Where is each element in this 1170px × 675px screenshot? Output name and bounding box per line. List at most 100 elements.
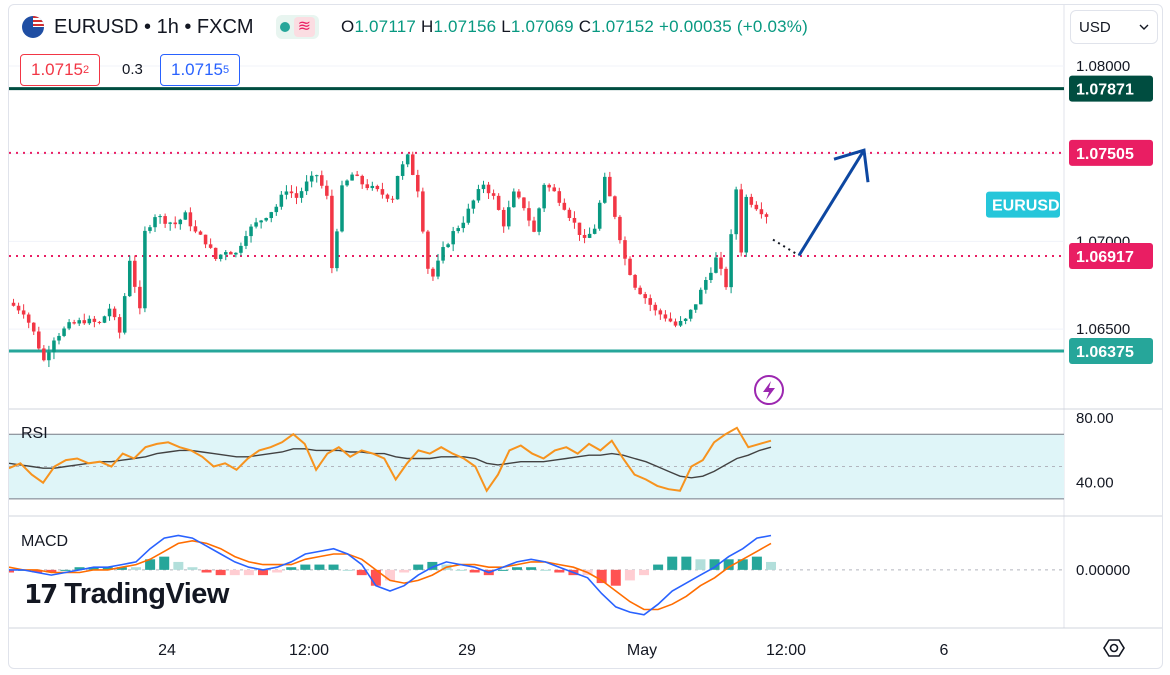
candle-body <box>92 318 97 322</box>
candle-body <box>754 204 759 210</box>
candle-body <box>709 272 713 281</box>
macd-histogram-bar <box>46 569 57 573</box>
candle-body <box>148 227 152 231</box>
candle-body <box>138 286 142 309</box>
level-label-badge <box>1069 139 1153 166</box>
candle-body <box>122 296 127 333</box>
chart-settings-icon[interactable] <box>1102 636 1126 660</box>
candle-body <box>446 244 450 248</box>
chart-canvas[interactable]: 1.080001.070001.065001.078711.075051.069… <box>9 5 1163 669</box>
candle-body <box>269 212 274 219</box>
macd-histogram-bar <box>356 569 367 576</box>
currency-select[interactable]: USD <box>1070 10 1158 44</box>
macd-histogram-bar <box>131 567 141 570</box>
projection-dotted-line <box>772 238 800 257</box>
symbol-label-badge <box>986 191 1060 218</box>
tradingview-logo-mark: 17 <box>24 579 58 610</box>
candle-body <box>739 189 743 253</box>
macd-histogram-bar <box>469 569 480 573</box>
rsi-pane-label: RSI <box>21 425 48 442</box>
macd-histogram-bar <box>314 564 325 570</box>
candle-body <box>365 184 370 189</box>
candle-body <box>628 258 632 275</box>
candle-body <box>340 185 344 232</box>
chart-frame: 1.08000 1.07000 1.06500 1.07871 1.07505 1.069… <box>8 4 1163 669</box>
candle-body <box>673 321 678 326</box>
candle-body <box>375 185 380 190</box>
macd-histogram-bar <box>526 567 537 570</box>
candle-body <box>163 216 167 224</box>
candle-body <box>335 231 339 269</box>
high-value: 1.07156 <box>433 17 497 36</box>
macd-histogram-bar <box>610 569 621 586</box>
candle-body <box>476 189 481 201</box>
candle-body <box>153 217 157 228</box>
buy-price-button[interactable]: 1.0715 5 <box>160 54 241 86</box>
candle-body <box>57 335 61 341</box>
chevron-down-icon <box>1139 24 1149 30</box>
candle-body <box>426 231 430 269</box>
market-open-icon <box>279 22 290 32</box>
change-value: +0.00035 (+0.03%) <box>658 17 808 36</box>
candle-body <box>416 174 420 192</box>
buy-price-pip: 5 <box>223 64 230 76</box>
macd-histogram-bar <box>497 569 508 571</box>
symbol-title[interactable]: EURUSD • 1h • FXCM <box>54 15 254 38</box>
candle-body <box>421 191 425 232</box>
candle-body <box>522 197 526 209</box>
tradingview-logo-text: TradingView <box>64 578 229 610</box>
macd-histogram-bar <box>272 569 283 573</box>
macd-histogram-bar <box>60 569 71 571</box>
level-label-badge <box>1069 242 1153 269</box>
candle-body <box>436 260 440 277</box>
candle-body <box>724 268 728 288</box>
level-label-text: 1.07871 <box>1076 82 1134 99</box>
macd-axis-tick: 0.00000 <box>1076 562 1130 579</box>
candle-body <box>577 222 582 235</box>
level-label-text: 1.06375 <box>1076 344 1134 361</box>
sell-price-main: 1.0715 <box>31 60 83 79</box>
candle-body <box>229 252 233 255</box>
candle-body <box>82 320 87 324</box>
candle-body <box>729 234 733 288</box>
candle-body <box>643 294 647 299</box>
macd-histogram-bar <box>624 569 635 581</box>
time-axis-tick: 6 <box>940 642 949 659</box>
candle-body <box>380 189 385 195</box>
high-label: H <box>420 17 434 36</box>
candle-body <box>112 308 117 318</box>
price-axis-tick: 1.06500 <box>1076 321 1130 338</box>
candle-body <box>400 164 405 176</box>
macd-histogram-bar <box>258 569 268 576</box>
sell-price-button[interactable]: 1.0715 2 <box>20 54 101 86</box>
candle-body <box>764 214 769 217</box>
ohlc-readout: O1.07117 H1.07156 L1.07069 C1.07152 +0.0… <box>341 17 808 37</box>
macd-histogram-bar <box>540 569 551 571</box>
candle-body <box>26 314 31 323</box>
time-axis-tick: 24 <box>158 642 176 659</box>
macd-histogram-bar <box>32 569 43 573</box>
candle-body <box>587 233 592 238</box>
candle-body <box>158 216 162 218</box>
candle-body <box>218 254 223 259</box>
macd-histogram-bar <box>229 569 240 576</box>
time-axis-tick: 29 <box>458 642 476 659</box>
market-status-badge[interactable]: ≋ <box>275 15 319 39</box>
candle-body <box>72 322 76 324</box>
candle-body <box>355 174 359 176</box>
candle-body <box>117 317 122 333</box>
macd-histogram-bar <box>554 569 565 573</box>
macd-histogram-bar <box>695 559 706 570</box>
candle-body <box>592 228 597 234</box>
low-label: L <box>501 17 511 36</box>
candle-body <box>683 318 688 321</box>
candle-body <box>461 222 466 229</box>
candle-body <box>496 195 501 210</box>
open-label: O <box>341 17 355 36</box>
macd-histogram-bar <box>342 569 353 571</box>
candle-body <box>405 154 410 165</box>
candle-body <box>203 234 208 245</box>
candle-body <box>410 154 415 175</box>
macd-histogram-bar <box>596 569 607 584</box>
candle-body <box>223 252 228 255</box>
